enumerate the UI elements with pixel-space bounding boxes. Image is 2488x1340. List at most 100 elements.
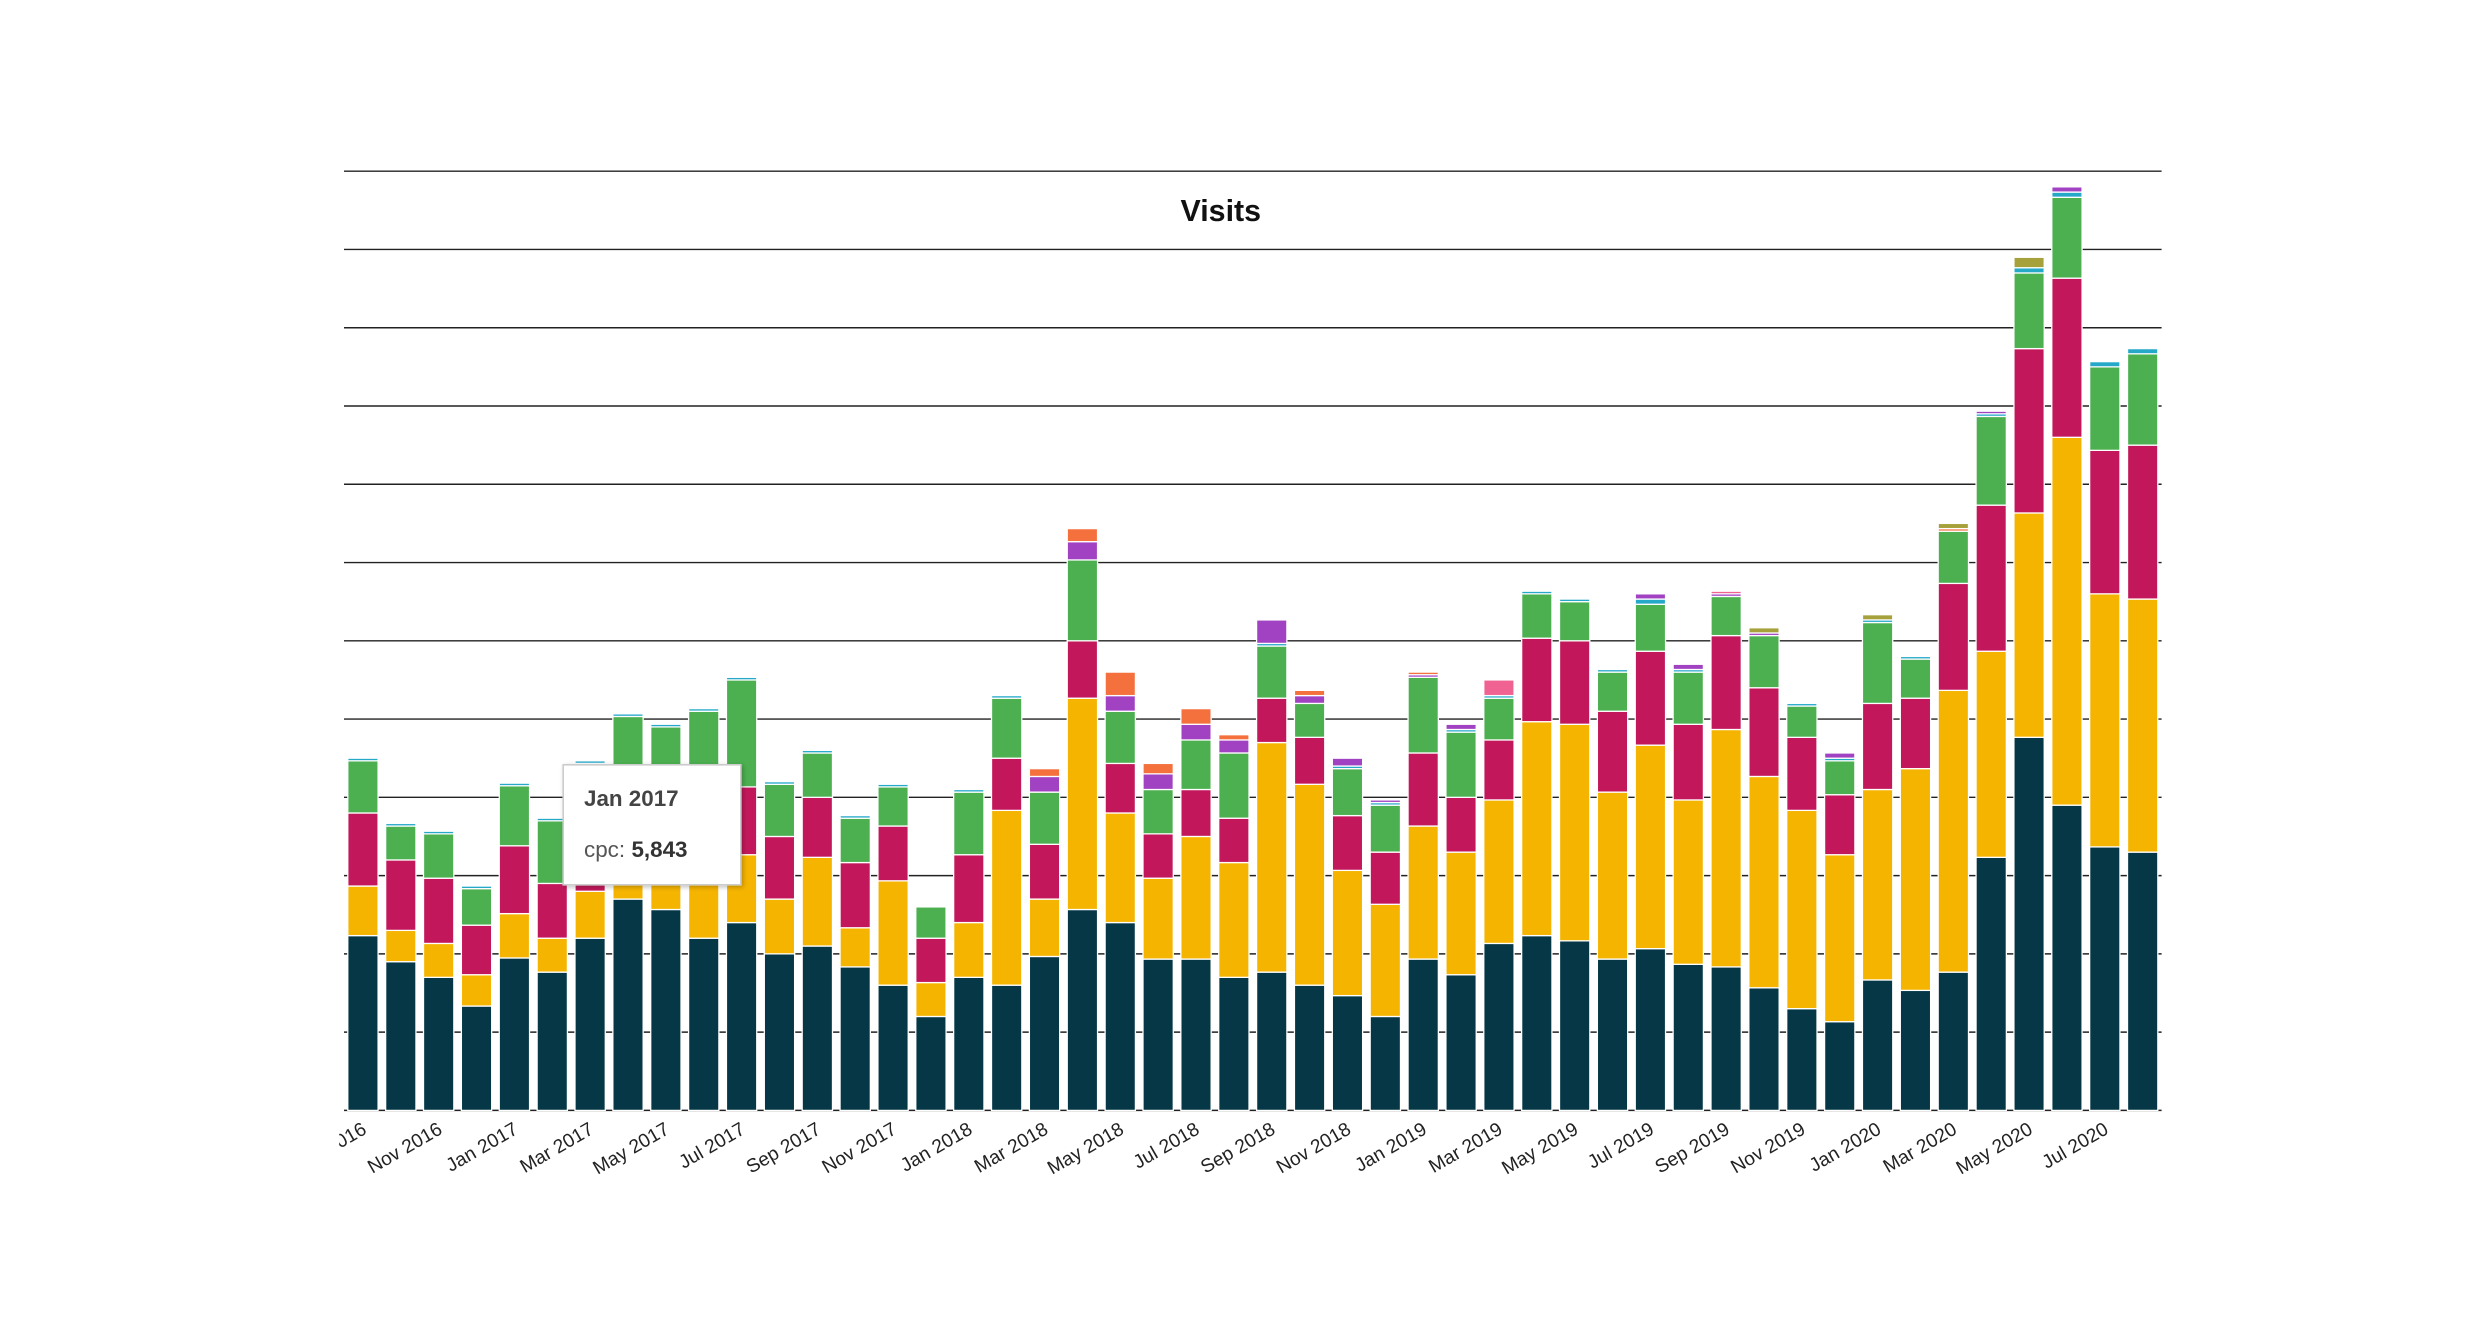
- bar-segment: [877, 825, 909, 882]
- bar-segment: [1369, 804, 1402, 853]
- bar-segment: [2051, 186, 2083, 193]
- bar-segment: [1861, 979, 1894, 1112]
- bar-segment: [612, 898, 644, 1112]
- bar-segment: [2126, 347, 2159, 355]
- bar-segment: [1180, 707, 1212, 725]
- bar-segment: [650, 908, 682, 1112]
- bar-segment: [1937, 971, 1970, 1112]
- bar-segment: [801, 796, 834, 858]
- bar-segment: [1975, 856, 2007, 1112]
- chart-title: Visits: [1181, 194, 1262, 228]
- bar-segment: [2051, 804, 2083, 1112]
- bar-segment: [1483, 739, 1515, 801]
- x-tick-label: Jan 2019: [1352, 1119, 1431, 1177]
- bar-segment: [1331, 869, 1364, 997]
- bar-segment: [1786, 1008, 1818, 1112]
- bar-segment: [1407, 825, 1439, 960]
- bar-segment: [1407, 671, 1439, 676]
- bar-segment: [1180, 788, 1212, 838]
- bar-segment: [1369, 1015, 1402, 1112]
- bar-segment: [1596, 668, 1629, 673]
- bar-segment: [1672, 671, 1705, 725]
- tooltip: Jan 2017 cpc: 5,843: [562, 764, 742, 886]
- bar-segment: [2089, 846, 2121, 1112]
- bar-segment: [1180, 723, 1212, 741]
- bar-segment: [1861, 614, 1894, 621]
- bar-segment: [1823, 760, 1856, 796]
- bar-segment: [1634, 593, 1667, 600]
- bar-segment: [1596, 671, 1629, 712]
- bar-segment: [1634, 598, 1667, 605]
- bar-segment: [1218, 734, 1250, 741]
- bar-segment: [1710, 595, 1742, 637]
- bar-segment: [1142, 788, 1174, 835]
- bar-segment: [1407, 958, 1439, 1112]
- bar-segment: [1975, 410, 2007, 415]
- bar-segment: [953, 788, 985, 793]
- bar-segment: [1975, 650, 2007, 858]
- bar-segment: [347, 760, 379, 814]
- bar-segment: [1975, 415, 2007, 506]
- bar-segment: [839, 817, 871, 864]
- bar-segment: [1142, 773, 1174, 791]
- bar-segment: [915, 906, 947, 939]
- bar-segment: [1521, 637, 1553, 723]
- bar-segment: [422, 942, 455, 978]
- bar-segment: [1823, 752, 1856, 759]
- bar-segment: [2051, 436, 2083, 806]
- bar-segment: [915, 981, 947, 1018]
- bar-segment: [839, 927, 871, 968]
- bar-segment: [498, 957, 531, 1112]
- tooltip-box: [562, 764, 742, 886]
- x-tick-label: Nov 2016: [364, 1119, 446, 1178]
- bar-segment: [347, 757, 379, 762]
- bar-segment: [1255, 645, 1288, 699]
- bar-segment: [953, 976, 985, 1112]
- bar-segment: [801, 749, 834, 754]
- bar-segment: [990, 697, 1023, 759]
- bar-segment: [347, 812, 379, 887]
- bar-segment: [2013, 256, 2045, 269]
- bar-segment: [763, 835, 796, 900]
- bar-segment: [1293, 736, 1326, 785]
- bar-segment: [1369, 851, 1402, 905]
- bar-segment: [1937, 522, 1970, 530]
- bar-segment: [1483, 679, 1515, 697]
- bar-segment: [1255, 619, 1288, 645]
- bar-segment: [1445, 796, 1477, 853]
- bar-segment: [1255, 741, 1288, 973]
- x-tick-label: Jul 2018: [1130, 1119, 1203, 1173]
- x-tick-label: Nov 2018: [1273, 1119, 1355, 1178]
- x-tick-label: May 2019: [1498, 1119, 1581, 1179]
- bar-segment: [1180, 739, 1212, 791]
- bar-segment: [1861, 702, 1894, 791]
- bar-segment: [1823, 854, 1856, 1023]
- bar-segment: [1937, 582, 1970, 692]
- bar-segment: [1483, 697, 1515, 741]
- bar-segment: [839, 966, 871, 1112]
- bar-segment: [1786, 809, 1818, 1010]
- bar-segment: [1445, 974, 1477, 1112]
- bar-segment: [915, 937, 947, 984]
- bar-segment: [2051, 277, 2083, 438]
- bar-segment: [1634, 744, 1667, 950]
- bar-segment: [1218, 752, 1250, 819]
- bar-segment: [763, 898, 796, 955]
- bar-segment: [1521, 590, 1553, 595]
- tooltip-label: cpc:: [584, 837, 625, 862]
- bar-segment: [1521, 934, 1553, 1112]
- bar-segment: [1066, 541, 1099, 561]
- x-tick-label: Jul 2017: [676, 1119, 749, 1173]
- bar-segment: [2126, 444, 2159, 600]
- bar-segment: [990, 694, 1023, 699]
- x-tick-label: Mar 2017: [517, 1119, 598, 1178]
- bar-segment: [498, 782, 531, 787]
- bar-segment: [1293, 694, 1326, 705]
- bar-segment: [1369, 903, 1402, 1018]
- bar-segment: [385, 929, 417, 963]
- bar-segment: [725, 921, 758, 1112]
- bar-segment: [1028, 791, 1061, 845]
